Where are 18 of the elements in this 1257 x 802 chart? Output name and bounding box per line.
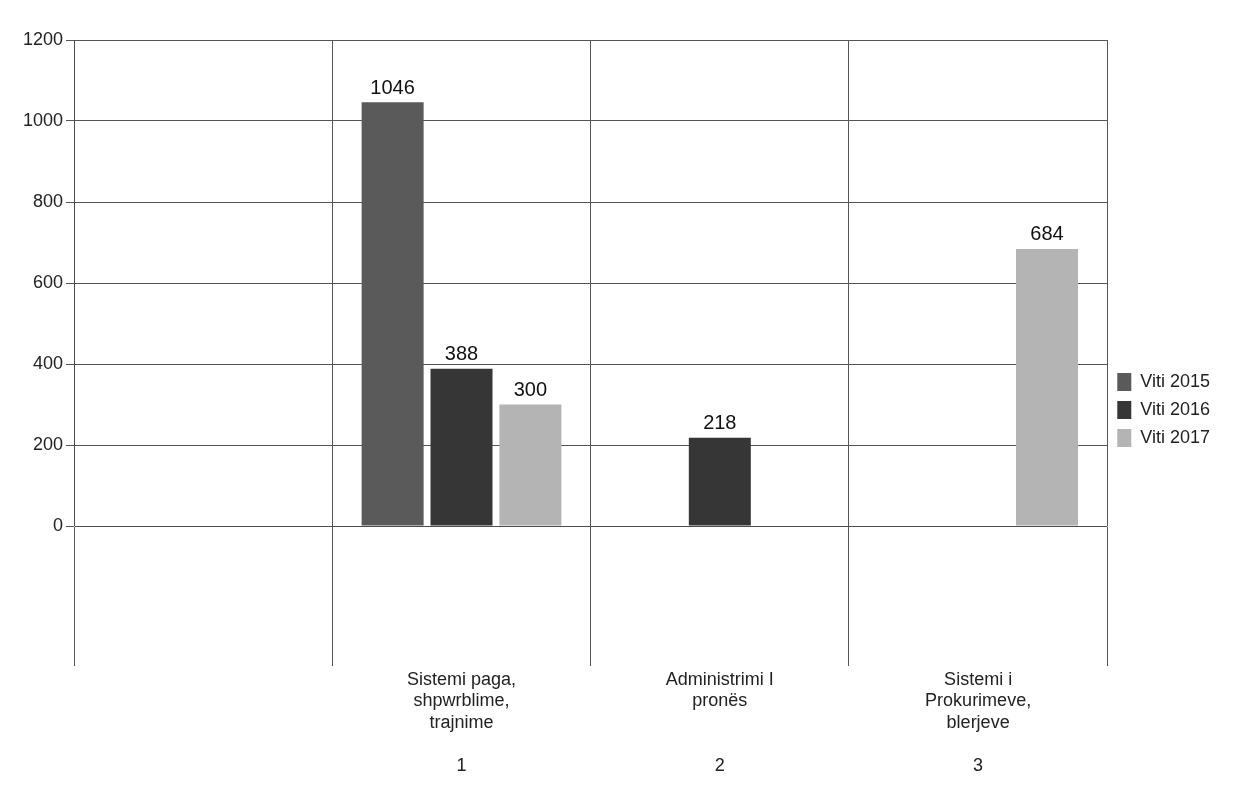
data-label: 1046 bbox=[370, 75, 415, 98]
data-label: 684 bbox=[1030, 222, 1064, 245]
legend-label: Viti 2016 bbox=[1140, 398, 1211, 419]
legend-label: Viti 2015 bbox=[1140, 370, 1211, 391]
category-label: Administrimi I pronës 2 bbox=[665, 668, 774, 776]
data-label: 218 bbox=[703, 411, 737, 434]
y-tick-label: 200 bbox=[33, 433, 64, 454]
y-tick-label: 1000 bbox=[23, 109, 64, 130]
y-tick-label: 400 bbox=[33, 352, 64, 373]
category-label: Sistemi paga, shpwrblime, trajnime 1 bbox=[406, 668, 517, 776]
data-label: 388 bbox=[444, 342, 479, 365]
y-tick-label: 0 bbox=[53, 514, 64, 535]
data-label: 300 bbox=[513, 378, 548, 401]
y-tick-label: 1200 bbox=[23, 28, 64, 49]
legend-label: Viti 2017 bbox=[1140, 426, 1211, 447]
y-tick-label: 600 bbox=[33, 271, 64, 292]
y-tick-label: 800 bbox=[33, 190, 64, 211]
category-label: Sistemi i Prokurimeve, blerjeve 3 bbox=[925, 668, 1032, 776]
